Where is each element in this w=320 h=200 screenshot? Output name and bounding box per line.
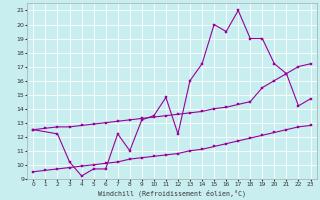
X-axis label: Windchill (Refroidissement éolien,°C): Windchill (Refroidissement éolien,°C) (98, 189, 246, 197)
